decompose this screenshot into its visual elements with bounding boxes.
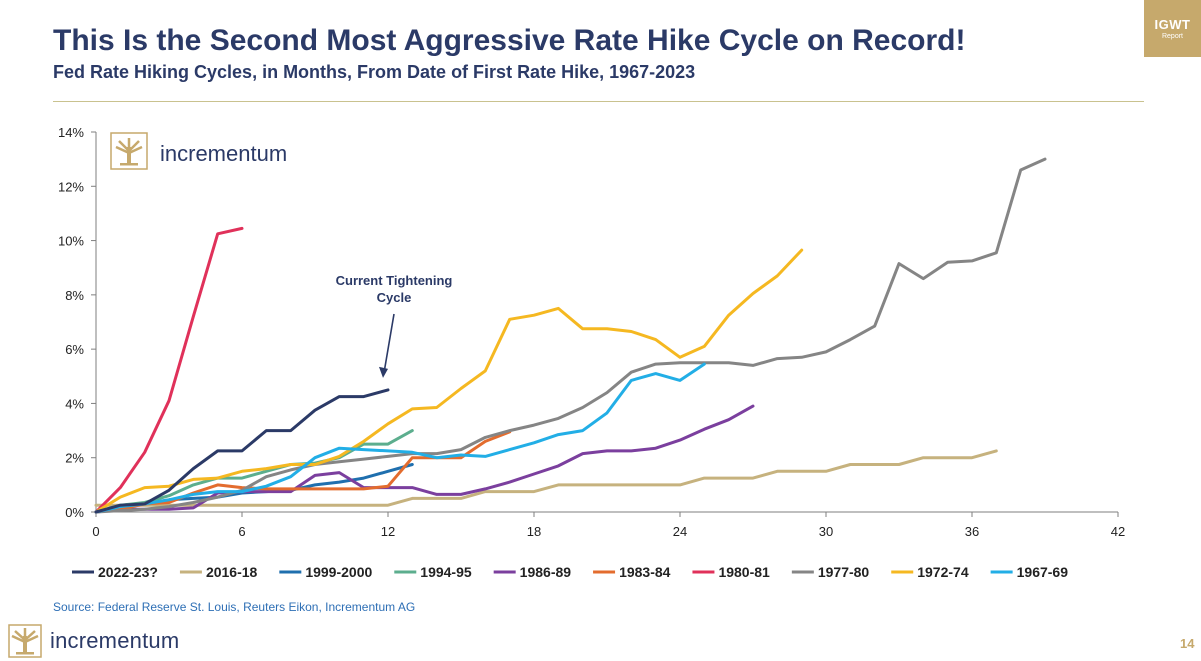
annotation-text: Current Tightening [336,273,453,288]
chart-logo: incrementum [110,132,287,170]
report-badge: IGWT Report [1144,0,1201,57]
x-tick-label: 42 [1111,524,1125,539]
footer-wordmark: incrementum [50,628,180,653]
badge-main-text: IGWT [1154,17,1191,32]
legend-label: 1986-89 [520,564,572,580]
y-tick-label: 2% [65,451,84,466]
legend-item: 1994-95 [394,564,472,580]
tree-logo-icon [110,132,148,170]
x-tick-label: 24 [673,524,687,539]
x-tick-label: 0 [92,524,99,539]
legend-label: 1967-69 [1017,564,1069,580]
legend-item: 1980-81 [692,564,770,580]
page-number: 14 [1180,636,1195,651]
series-line-1972-74 [94,248,804,514]
legend-label: 2016-18 [206,564,258,580]
page-subtitle: Fed Rate Hiking Cycles, in Months, From … [53,62,696,82]
y-tick-label: 10% [58,234,84,249]
legend-label: 1999-2000 [305,564,372,580]
x-tick-label: 6 [238,524,245,539]
y-tick-label: 8% [65,288,84,303]
chart-annotation: Current Tightening Cycle [336,273,453,378]
chart-legend: 2022-23? 2016-18 1999-2000 1994-95 1986-89 19… [72,564,1068,580]
series-line-2022-23 [94,388,390,514]
series-line-1980-81 [94,226,244,514]
y-tick-label: 4% [65,396,84,411]
legend-item: 1967-69 [990,564,1069,580]
legend-label: 1977-80 [818,564,870,580]
badge-sub-text: Report [1161,33,1183,40]
x-tick-label: 30 [819,524,833,539]
legend-item: 2022-23? [72,564,158,580]
legend-item: 1983-84 [593,564,671,580]
header-divider [53,101,1144,102]
series-line-1977-80 [94,157,1047,514]
annotation-text: Cycle [377,290,412,305]
legend-item: 2016-18 [179,564,258,580]
x-tick-label: 12 [381,524,395,539]
chart-logo-wordmark: incrementum [160,141,287,166]
legend-item: 1972-74 [891,564,969,580]
rate-hike-chart: incrementum 0% 2% 4% 6% 8% 10% 12% 14% 0 6 12 18 24 3… [58,125,1125,580]
legend-label: 2022-23? [98,564,158,580]
legend-label: 1994-95 [420,564,472,580]
footer-tree-icon [8,624,42,658]
legend-label: 1983-84 [619,564,671,580]
legend-item: 1986-89 [493,564,572,580]
legend-item: 1977-80 [791,564,870,580]
legend-label: 1980-81 [718,564,770,580]
y-tick-label: 14% [58,125,84,140]
annotation-arrowhead [379,366,388,378]
page-title: This Is the Second Most Aggressive Rate … [53,24,966,57]
series-line-2016-18 [94,449,998,507]
series-line-1967-69 [94,362,706,514]
y-tick-label: 0% [65,505,84,520]
chart-axes: 0% 2% 4% 6% 8% 10% 12% 14% 0 6 12 18 24 30 36 42 [58,125,1125,539]
annotation-arrow [383,313,395,370]
footer-logo: incrementum [8,624,179,658]
chart-series [94,157,1047,514]
x-tick-label: 18 [527,524,541,539]
y-tick-label: 6% [65,342,84,357]
legend-item: 1999-2000 [279,564,372,580]
source-note: Source: Federal Reserve St. Louis, Reute… [53,600,416,614]
x-tick-label: 36 [965,524,979,539]
legend-label: 1972-74 [917,564,969,580]
y-tick-label: 12% [58,179,84,194]
